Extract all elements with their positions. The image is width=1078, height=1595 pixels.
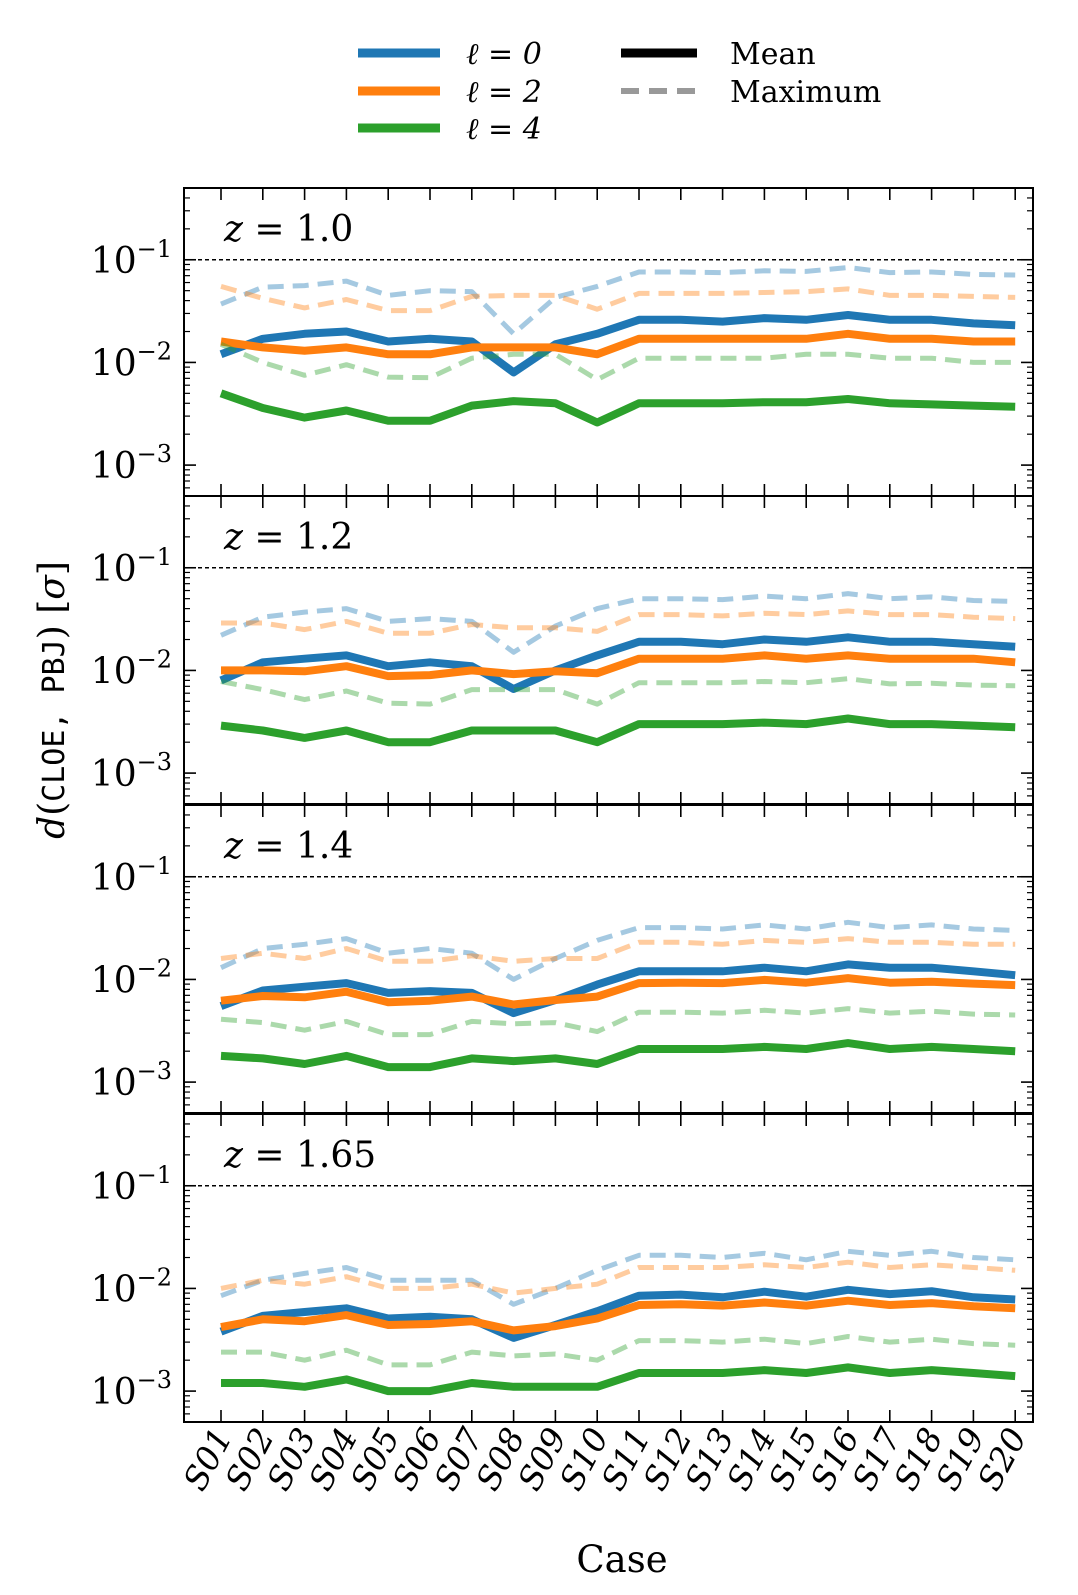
y-tick-label: 10−2 — [91, 645, 172, 692]
series-line-ell2-mean — [221, 651, 1016, 681]
series-line-ell4-mean — [220, 1039, 1016, 1072]
series-line-ell4-max — [220, 342, 1016, 383]
y-axis-label-prefix: d — [32, 816, 73, 839]
panel-3: 10−1 10−2 10−3 z = 1.4 — [91, 804, 1034, 1114]
panel-2: 10−1 10−2 10−3 z = 1.2 — [91, 495, 1034, 805]
legend-label-maximum: Maximum — [730, 75, 881, 110]
panel-4: 10−1 10−2 10−3 z = 1.65 — [91, 1113, 1034, 1423]
x-tick-labels: S01S02S03S04S05S06S07S08S09S10S11S12S13S… — [175, 1421, 1034, 1496]
y-axis-label-codes: CLOE, PBJ — [37, 639, 72, 802]
y-tick-label: 10−3 — [91, 440, 172, 487]
panel-frame — [183, 1113, 1034, 1423]
series-line-ell4-mean — [221, 1363, 1016, 1396]
series-line-ell4-mean — [219, 389, 1016, 427]
y-tick-label: 10−3 — [91, 1366, 172, 1413]
series-line-ell2-max — [220, 283, 1016, 314]
series-line-ell2-max — [220, 936, 1016, 964]
y-tick-label: 10−2 — [91, 1263, 172, 1310]
series-line-ell0-max — [220, 591, 1016, 655]
series-line-ell0-mean — [219, 1285, 1016, 1342]
y-tick-label: 10−1 — [91, 235, 172, 282]
series-line-ell2-max — [220, 1259, 1016, 1296]
series-line-ell4-mean — [220, 714, 1016, 747]
y-axis-label-unit: σ — [32, 574, 73, 600]
y-tick-label: 10−3 — [91, 748, 172, 795]
series-line-ell0-mean — [219, 960, 1016, 1018]
panel-label: z = 1.65 — [223, 1135, 376, 1176]
series-line-ell4-max — [220, 1006, 1016, 1038]
series-line-ell2-mean — [220, 329, 1016, 359]
legend-label-ell4: ℓ = 4 — [466, 112, 542, 147]
chart-legend: ℓ = 0 ℓ = 2 ℓ = 4 Mean Maximum — [358, 37, 881, 147]
y-tick-label: 10−1 — [91, 543, 172, 590]
x-axis-label: Case — [576, 1538, 667, 1581]
series-line-ell2-max — [221, 608, 1016, 636]
series-line-ell0-max — [220, 1248, 1016, 1307]
y-tick-label: 10−2 — [91, 337, 172, 384]
series-line-ell0-mean — [219, 311, 1016, 377]
y-tick-label: 10−1 — [91, 1161, 172, 1208]
series-line-ell2-mean — [220, 974, 1016, 1009]
series-line-ell4-max — [221, 1334, 1016, 1368]
legend-label-ell0: ℓ = 0 — [466, 37, 542, 72]
panel-label: z = 1.0 — [223, 209, 353, 250]
y-tick-label: 10−1 — [91, 852, 172, 899]
panel-label: z = 1.2 — [223, 517, 353, 558]
y-axis-label: d(CLOE, PBJ) [σ] — [32, 561, 73, 839]
series-line-ell4-max — [220, 676, 1016, 707]
y-tick-label: 10−2 — [91, 954, 172, 1001]
y-tick-label: 10−3 — [91, 1057, 172, 1104]
legend-label-mean: Mean — [730, 37, 816, 72]
series-line-ell0-mean — [219, 633, 1016, 693]
legend-label-ell2: ℓ = 2 — [466, 75, 542, 110]
series-line-ell0-max — [219, 919, 1016, 982]
panel-label: z = 1.4 — [223, 826, 353, 867]
series-line-ell0-max — [220, 265, 1016, 337]
series-line-ell2-mean — [220, 1296, 1016, 1335]
panel-1: 10−1 10−2 10−3 z = 1.0 — [91, 187, 1034, 497]
